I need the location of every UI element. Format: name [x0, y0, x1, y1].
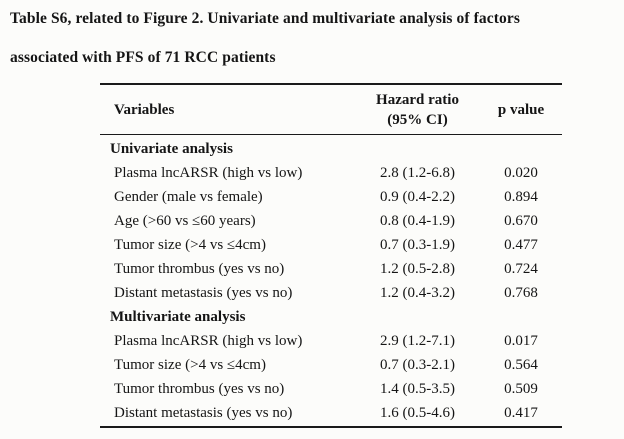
- table-row: Tumor thrombus (yes vs no) 1.2 (0.5-2.8) 0…: [100, 258, 562, 282]
- analysis-table: Variables Hazard ratio (95% CI) p value …: [100, 83, 562, 428]
- cell-p-value: 0.020: [504, 165, 538, 181]
- cell-hazard-ratio: 2.9 (1.2-7.1): [380, 333, 455, 349]
- table-row: Plasma lncARSR (high vs low) 2.9 (1.2-7.1…: [100, 330, 562, 354]
- cell-variable: Tumor thrombus (yes vs no): [114, 261, 285, 277]
- cell-hazard-ratio: 1.6 (0.5-4.6): [380, 405, 455, 421]
- cell-variable: Tumor size (>4 vs ≤4cm): [114, 237, 266, 253]
- table-caption: Table S6, related to Figure 2. Univariat…: [10, 10, 614, 67]
- cell-variable: Plasma lncARSR (high vs low): [114, 333, 303, 349]
- table-row: Distant metastasis (yes vs no) 1.6 (0.5-4…: [100, 402, 562, 427]
- cell-variable: Plasma lncARSR (high vs low): [114, 165, 303, 181]
- cell-p-value: 0.477: [504, 237, 538, 253]
- section-label: Univariate analysis: [110, 141, 233, 157]
- header-hazard-ratio: Hazard ratio (95% CI): [355, 84, 480, 135]
- table-row: Gender (male vs female) 0.9 (0.4-2.2) 0.89…: [100, 186, 562, 210]
- cell-variable: Distant metastasis (yes vs no): [114, 285, 293, 301]
- cell-hazard-ratio: 1.4 (0.5-3.5): [380, 381, 455, 397]
- cell-p-value: 0.724: [504, 261, 538, 277]
- caption-line-2: associated with PFS of 71 RCC patients: [10, 49, 276, 66]
- table-row: Age (>60 vs ≤60 years) 0.8 (0.4-1.9) 0.670: [100, 210, 562, 234]
- cell-variable: Gender (male vs female): [114, 189, 263, 205]
- table-row: Plasma lncARSR (high vs low) 2.8 (1.2-6.8…: [100, 162, 562, 186]
- header-row: Variables Hazard ratio (95% CI) p value: [100, 84, 562, 135]
- caption-line-1: Table S6, related to Figure 2. Univariat…: [10, 10, 520, 27]
- cell-hazard-ratio: 0.9 (0.4-2.2): [380, 189, 455, 205]
- table-row: Tumor size (>4 vs ≤4cm) 0.7 (0.3-1.9) 0.47…: [100, 234, 562, 258]
- cell-p-value: 0.768: [504, 285, 538, 301]
- cell-variable: Age (>60 vs ≤60 years): [114, 213, 256, 229]
- section-row: Univariate analysis: [100, 135, 562, 163]
- cell-hazard-ratio: 2.8 (1.2-6.8): [380, 165, 455, 181]
- header-variables: Variables: [100, 84, 355, 135]
- table-body: Univariate analysis Plasma lncARSR (high …: [100, 135, 562, 428]
- table-row: Tumor size (>4 vs ≤4cm) 0.7 (0.3-2.1) 0.56…: [100, 354, 562, 378]
- header-p-value: p value: [480, 84, 562, 135]
- cell-hazard-ratio: 1.2 (0.5-2.8): [380, 261, 455, 277]
- table-row: Distant metastasis (yes vs no) 1.2 (0.4-3…: [100, 282, 562, 306]
- table-row: Tumor thrombus (yes vs no) 1.4 (0.5-3.5) 0…: [100, 378, 562, 402]
- section-row: Multivariate analysis: [100, 306, 562, 330]
- section-label: Multivariate analysis: [110, 309, 246, 325]
- cell-hazard-ratio: 1.2 (0.4-3.2): [380, 285, 455, 301]
- cell-p-value: 0.509: [504, 381, 538, 397]
- cell-p-value: 0.894: [504, 189, 538, 205]
- cell-p-value: 0.670: [504, 213, 538, 229]
- cell-variable: Distant metastasis (yes vs no): [114, 405, 293, 421]
- cell-variable: Tumor thrombus (yes vs no): [114, 381, 285, 397]
- cell-p-value: 0.564: [504, 357, 538, 373]
- cell-variable: Tumor size (>4 vs ≤4cm): [114, 357, 266, 373]
- cell-hazard-ratio: 0.8 (0.4-1.9): [380, 213, 455, 229]
- cell-p-value: 0.417: [504, 405, 538, 421]
- header-hazard-ratio-line2: (95% CI): [387, 112, 448, 128]
- header-hazard-ratio-line1: Hazard ratio: [376, 92, 459, 108]
- table-header: Variables Hazard ratio (95% CI) p value: [100, 84, 562, 135]
- cell-hazard-ratio: 0.7 (0.3-1.9): [380, 237, 455, 253]
- cell-hazard-ratio: 0.7 (0.3-2.1): [380, 357, 455, 373]
- cell-p-value: 0.017: [504, 333, 538, 349]
